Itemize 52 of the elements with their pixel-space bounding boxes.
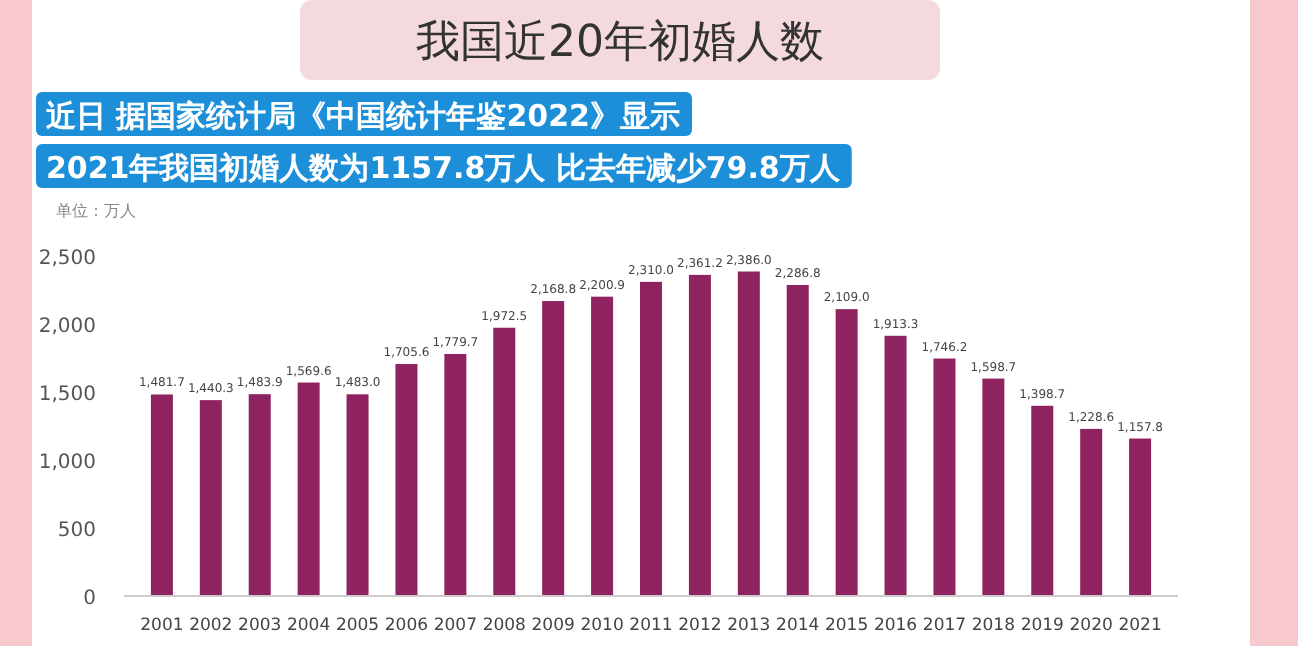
bar — [150, 394, 173, 596]
bar — [542, 301, 565, 596]
x-tick-label: 2001 — [140, 616, 184, 636]
x-tick-label: 2017 — [922, 616, 967, 636]
bar — [444, 353, 467, 596]
bar — [786, 285, 809, 596]
x-tick-label: 2003 — [238, 616, 282, 636]
bar — [1031, 405, 1054, 596]
x-tick-label: 2014 — [776, 616, 820, 636]
x-tick-label: 2012 — [678, 616, 722, 636]
y-tick-label: 1,500 — [38, 384, 96, 406]
x-tick-label: 2015 — [825, 616, 869, 636]
bar — [493, 327, 516, 596]
y-axis-title: 单位：万人 — [56, 202, 136, 220]
y-tick-label: 500 — [57, 520, 96, 542]
bar — [884, 335, 907, 596]
bar — [640, 281, 663, 596]
x-tick-label: 2020 — [1069, 616, 1113, 636]
text: 近日 据国家统计局《中国统计年鉴2022》显示 — [44, 98, 680, 134]
x-tick-label: 2006 — [384, 616, 429, 636]
bar — [1080, 428, 1103, 596]
y-tick-label: 1,000 — [38, 452, 96, 474]
x-tick-label: 2002 — [189, 616, 233, 636]
x-tick-label: 2009 — [531, 616, 575, 636]
x-tick-label: 2010 — [580, 616, 624, 636]
y-tick-label: 2,000 — [38, 316, 96, 338]
chart-title: 我国近20年初婚人数 — [416, 18, 824, 68]
bar — [346, 394, 369, 596]
x-tick-label: 2016 — [873, 616, 918, 636]
x-tick-label: 2005 — [335, 616, 380, 636]
bar — [688, 274, 711, 596]
bar — [933, 358, 956, 596]
bar — [199, 400, 222, 596]
x-tick-label: 2011 — [629, 616, 673, 636]
x-tick-label: 2021 — [1118, 616, 1162, 636]
x-tick-label: 2008 — [482, 616, 526, 636]
y-tick-label: 0 — [83, 588, 96, 610]
x-tick-label: 2004 — [286, 616, 331, 636]
bar — [297, 382, 320, 596]
x-tick-label: 2018 — [971, 616, 1016, 636]
bar — [395, 364, 418, 596]
x-tick-label: 2007 — [433, 616, 477, 636]
bar — [248, 394, 271, 596]
x-tick-label: 2013 — [727, 616, 771, 636]
text: 2021年我国初婚人数为1157.8万人 比去年减少79.8万人 — [46, 150, 842, 186]
bar — [591, 296, 614, 596]
x-tick-label: 2019 — [1020, 616, 1064, 636]
bar — [1129, 438, 1152, 596]
y-tick-label: 2,500 — [38, 248, 96, 270]
bar — [835, 309, 858, 596]
bar — [737, 271, 760, 596]
bar — [982, 378, 1005, 596]
